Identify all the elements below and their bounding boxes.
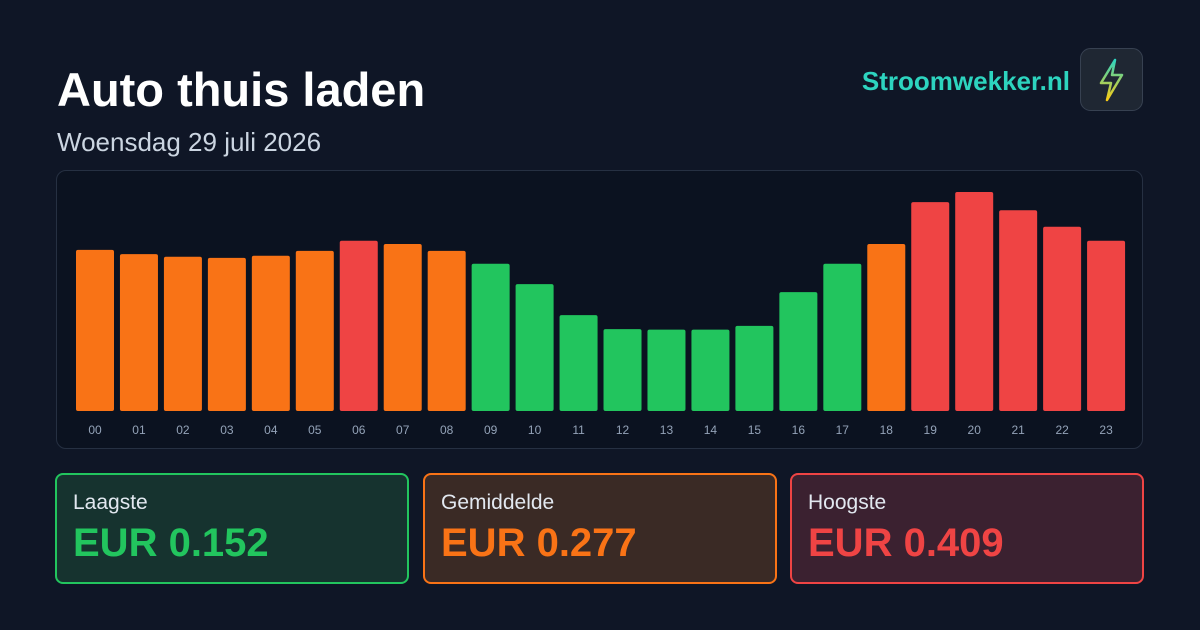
card-label: Laagste [73,491,148,514]
stat-card: Hoogste EUR 0.409 [790,473,1144,584]
x-tick-label: 08 [440,423,454,437]
bar [471,263,510,411]
bar [76,249,114,411]
x-tick-label: 19 [924,423,938,437]
bar [1087,240,1126,411]
x-tick-label: 17 [836,423,850,437]
x-tick-label: 11 [572,423,585,437]
bar [867,243,906,411]
x-tick-label: 18 [880,423,894,437]
x-tick-label: 12 [616,423,630,437]
bar [647,329,686,411]
x-tick-label: 02 [176,423,190,437]
subtitle: Woensdag 29 juli 2026 [57,127,322,157]
x-tick-label: 14 [704,423,718,437]
x-tick-label: 20 [968,423,982,437]
x-tick-label: 13 [660,423,674,437]
bar [999,210,1038,411]
x-tick-label: 09 [484,423,498,437]
x-tick-label: 23 [1099,423,1113,437]
bar [735,325,774,411]
card-value: EUR 0.152 [73,521,269,565]
card-label: Gemiddelde [441,491,555,514]
x-tick-label: 04 [264,423,278,437]
x-tick-label: 15 [748,423,762,437]
brand-icon [1080,48,1143,111]
bar [691,329,730,411]
x-tick-label: 01 [132,423,146,437]
bar [823,263,862,411]
bar [559,315,598,411]
card-value: EUR 0.277 [441,521,637,565]
bar [955,192,994,411]
x-tick-label: 10 [528,423,542,437]
x-tick-label: 07 [396,423,410,437]
brand: Stroomwekker.nl [861,66,1070,96]
bar [427,250,466,411]
card-value: EUR 0.409 [808,521,1004,565]
x-tick-label: 06 [352,423,366,437]
card-label: Hoogste [808,491,887,514]
bar [1043,226,1082,411]
bar [207,257,246,411]
x-tick-label: 22 [1055,423,1069,437]
bar [119,254,158,411]
bar [603,329,642,411]
bar [163,256,202,411]
x-tick-label: 16 [792,423,806,437]
x-tick-label: 21 [1011,423,1025,437]
x-tick-label: 05 [308,423,322,437]
stat-card: Gemiddelde EUR 0.277 [423,473,777,584]
bar [251,255,290,411]
bar [295,250,334,411]
title: Auto thuis laden [57,63,426,116]
x-tick-label: 00 [88,423,102,437]
bar [779,292,818,411]
bar [515,284,554,411]
x-tick-label: 03 [220,423,234,437]
bar [339,240,378,411]
stat-card: Laagste EUR 0.152 [55,473,409,584]
bar [383,243,422,411]
bar [911,202,950,411]
